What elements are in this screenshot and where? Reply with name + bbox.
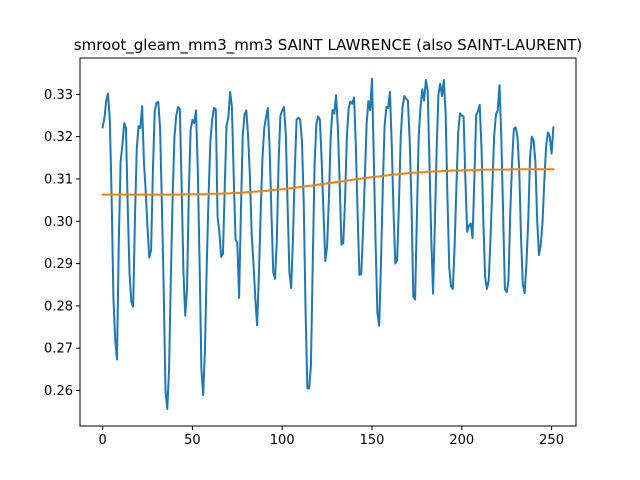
x-tick-label: 100 [270,433,295,448]
y-tick-label: 0.28 [44,299,73,314]
y-tick-label: 0.32 [44,130,73,145]
y-tick-label: 0.27 [44,342,73,357]
chart-title: smroot_gleam_mm3_mm3 SAINT LAWRENCE (als… [74,36,582,55]
y-tick-label: 0.26 [44,384,73,399]
plot-area: 0 50 100 150 200 250 0.26 0.27 0.28 0.29 0.30 0.31 0… [44,57,577,448]
axes-frame [79,57,577,427]
series-line-1 [101,77,555,411]
x-tick-label: 250 [539,433,564,448]
series-line-2 [101,168,555,196]
x-tick-label: 0 [98,433,106,448]
y-tick-label: 0.30 [44,215,73,230]
y-tick-label: 0.29 [44,257,73,272]
y-tick-label: 0.33 [44,88,73,103]
x-tick-label: 50 [184,433,201,448]
y-tick-label: 0.31 [44,172,73,187]
x-tick-label: 150 [360,433,385,448]
x-tick-label: 200 [449,433,474,448]
